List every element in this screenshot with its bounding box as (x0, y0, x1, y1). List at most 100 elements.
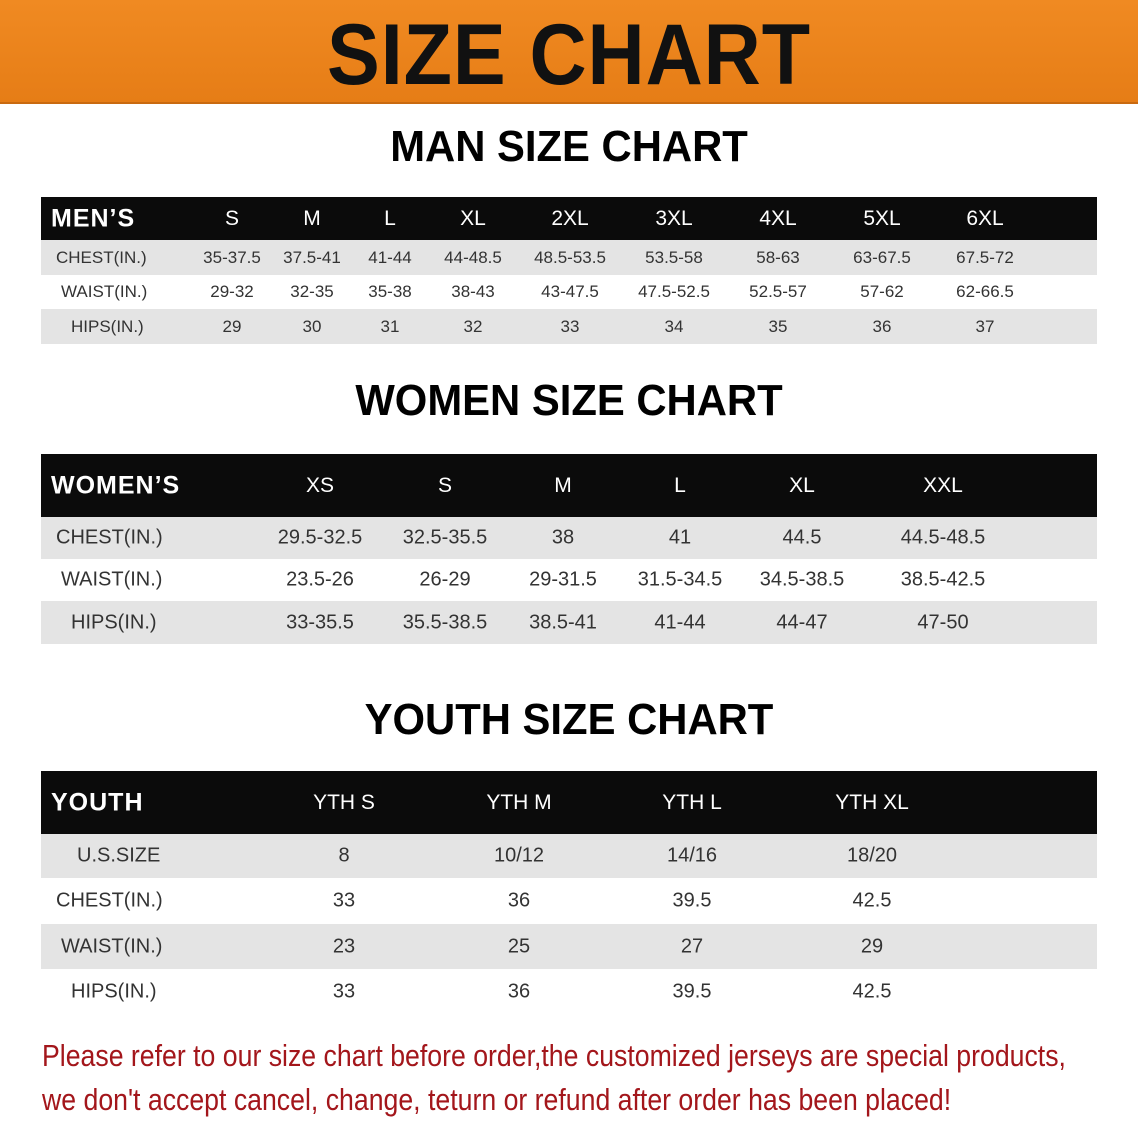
title-banner: SIZE CHART (0, 0, 1138, 104)
table-cell: 25 (507, 935, 531, 957)
column-header: YTH S (313, 790, 375, 814)
note-line-2: we don't accept cancel, change, teturn o… (42, 1082, 952, 1117)
table-cell: 37.5-41 (283, 247, 341, 267)
table-cell: 36 (872, 316, 892, 336)
table-cell: 62-66.5 (956, 282, 1014, 301)
table-cell: 33-35.5 (286, 611, 354, 633)
table-label: YOUTH (51, 788, 144, 816)
table-cell: 47-50 (917, 611, 969, 633)
table-cell: 41-44 (654, 611, 706, 633)
header-row: MEN’S S M L XL 2XL 3XL 4XL 5XL 6XL (41, 197, 1097, 240)
table-cell: 38.5-41 (529, 611, 597, 633)
table-cell: 29-32 (210, 282, 254, 301)
table-cell: 38.5-42.5 (900, 568, 986, 591)
column-header: S (224, 206, 240, 230)
table-cell: 47.5-52.5 (638, 282, 710, 301)
column-header: L (384, 206, 396, 230)
table-cell: 33 (332, 980, 356, 1002)
column-header: XS (305, 473, 335, 497)
table-cell: 33 (332, 889, 356, 912)
table-cell: 35-38 (368, 282, 412, 301)
table-row: WAIST(IN.) 23.5-26 26-29 29-31.5 31.5-34.5 34… (41, 559, 1097, 601)
table-row: CHEST(IN.) 33 36 39.5 42.5 (41, 878, 1097, 924)
column-header: YTH XL (835, 790, 909, 814)
women-heading: WOMEN SIZE CHART (355, 376, 783, 425)
column-header: XL (789, 473, 815, 497)
row-label: WAIST(IN.) (61, 935, 163, 957)
table-label: MEN’S (51, 204, 136, 232)
table-row: WAIST(IN.) 29-32 32-35 35-38 38-43 43-47.5 47.… (41, 275, 1097, 309)
women-size-table: WOMEN’S XS S M L XL XXL CHEST(IN.) 29.5-32.5 32.5… (41, 454, 1097, 644)
men-heading: MAN SIZE CHART (390, 122, 748, 171)
column-header: 5XL (863, 206, 901, 230)
table-row: U.S.SIZE 8 10/12 14/16 18/20 (41, 834, 1097, 878)
table-cell: 41 (668, 526, 692, 549)
row-label: CHEST(IN.) (56, 526, 163, 549)
table-cell: 41-44 (368, 247, 412, 267)
table-cell: 18/20 (846, 844, 898, 867)
column-header: M (554, 473, 572, 497)
table-cell: 58-63 (756, 247, 800, 267)
table-cell: 44-48.5 (444, 247, 502, 267)
column-header: M (303, 206, 321, 230)
table-cell: 43-47.5 (541, 282, 599, 301)
page-title: SIZE CHART (327, 7, 811, 103)
table-label: WOMEN’S (51, 471, 181, 499)
table-row: HIPS(IN.) 33 36 39.5 42.5 (41, 969, 1097, 1014)
table-cell: 52.5-57 (749, 282, 807, 301)
table-row: HIPS(IN.) 33-35.5 35.5-38.5 38.5-41 41-44 44-… (41, 601, 1097, 644)
table-cell: 29.5-32.5 (277, 526, 363, 549)
table-cell: 37 (975, 316, 995, 336)
table-cell: 29-31.5 (529, 568, 597, 591)
table-cell: 32-35 (290, 282, 334, 301)
table-cell: 27 (680, 935, 704, 957)
table-cell: 10/12 (493, 844, 545, 867)
column-header: S (437, 473, 453, 497)
table-cell: 35.5-38.5 (402, 611, 488, 633)
table-cell: 63-67.5 (853, 247, 911, 267)
row-label: WAIST(IN.) (61, 568, 163, 591)
table-cell: 33 (560, 316, 580, 336)
column-header: YTH M (486, 790, 552, 814)
table-cell: 39.5 (672, 980, 712, 1002)
table-cell: 29 (860, 935, 884, 957)
table-row: HIPS(IN.) 29 30 31 32 33 34 35 36 37 (41, 309, 1097, 344)
table-cell: 44.5-48.5 (900, 526, 986, 549)
row-label: HIPS(IN.) (71, 316, 144, 336)
men-size-table: MEN’S S M L XL 2XL 3XL 4XL 5XL 6XL CHEST(IN.) 35-37… (41, 197, 1097, 344)
column-header: YTH L (662, 790, 722, 814)
column-header: 6XL (966, 206, 1004, 230)
youth-size-table: YOUTH YTH S YTH M YTH L YTH XL U.S.SIZE 8 10/12… (41, 771, 1097, 1014)
table-cell: 36 (507, 889, 531, 912)
column-header: XL (460, 206, 486, 230)
row-label: HIPS(IN.) (71, 980, 157, 1002)
row-label: CHEST(IN.) (56, 889, 163, 912)
table-row: CHEST(IN.) 35-37.5 37.5-41 41-44 44-48.5 48.5… (41, 240, 1097, 275)
table-cell: 35 (768, 316, 788, 336)
note-line-1: Please refer to our size chart before or… (42, 1038, 1066, 1073)
table-cell: 31.5-34.5 (637, 568, 723, 591)
table-cell: 14/16 (666, 844, 718, 867)
row-label: U.S.SIZE (77, 844, 161, 867)
column-header: 3XL (655, 206, 693, 230)
table-cell: 34.5-38.5 (759, 568, 845, 591)
row-label: HIPS(IN.) (71, 611, 157, 633)
row-label: WAIST(IN.) (61, 282, 148, 301)
table-cell: 32.5-35.5 (402, 526, 488, 549)
column-header: XXL (923, 473, 963, 497)
header-row: YOUTH YTH S YTH M YTH L YTH XL (41, 771, 1097, 834)
column-header: 4XL (759, 206, 797, 230)
table-cell: 48.5-53.5 (534, 247, 606, 267)
table-cell: 26-29 (419, 568, 471, 591)
table-cell: 32 (463, 316, 483, 336)
table-cell: 42.5 (852, 889, 892, 912)
table-cell: 23.5-26 (286, 568, 354, 591)
table-cell: 38-43 (451, 282, 495, 301)
table-cell: 57-62 (860, 282, 904, 301)
table-cell: 44-47 (776, 611, 828, 633)
table-cell: 42.5 (852, 980, 892, 1002)
table-cell: 35-37.5 (203, 247, 261, 267)
table-cell: 53.5-58 (645, 247, 703, 267)
table-cell: 44.5 (782, 526, 822, 549)
youth-heading: YOUTH SIZE CHART (364, 695, 774, 744)
